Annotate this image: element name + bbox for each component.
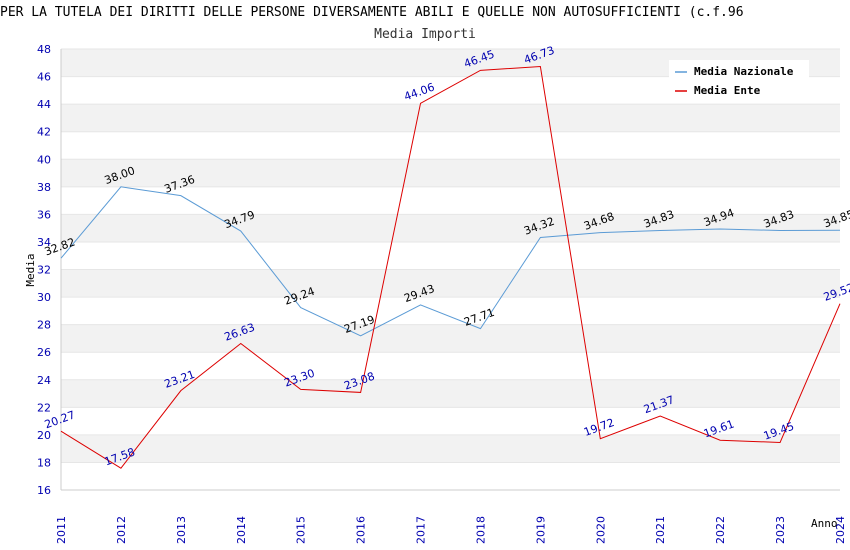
y-tick-label: 48	[37, 43, 51, 56]
x-tick-label: 2017	[415, 516, 428, 544]
x-tick-label: 2013	[175, 516, 188, 544]
grid-band	[61, 297, 840, 325]
grid-band	[61, 159, 840, 187]
legend: Media Nazionale Media Ente	[669, 60, 809, 102]
x-tick-label: 2021	[654, 516, 667, 544]
x-tick-label: 2020	[594, 516, 607, 544]
grid-bands	[60, 48, 840, 491]
grid-band	[61, 379, 840, 408]
chart-title: PER LA TUTELA DEI DIRITTI DELLE PERSONE …	[0, 5, 744, 20]
x-tick-label: 2019	[534, 516, 547, 544]
y-tick-label: 40	[37, 153, 51, 166]
y-tick-label: 32	[37, 264, 51, 277]
grid-band	[61, 131, 840, 160]
y-tick-label: 28	[37, 319, 51, 332]
y-tick-label: 38	[37, 181, 51, 194]
series-line-media-nazionale	[60, 186, 841, 337]
y-tick-label: 18	[37, 456, 51, 469]
x-axis-label: Anno	[811, 517, 838, 530]
series-line-media-ente	[60, 65, 841, 469]
y-axis-label: Media	[24, 253, 37, 286]
x-tick-label: 2011	[55, 516, 68, 544]
x-tick-label: 2023	[774, 516, 787, 544]
x-tick-label: 2015	[295, 516, 308, 544]
y-axis-ticks: 16 18 20 22 24 26 28 30 32 34 36 38 40 42 44 46 48	[37, 43, 51, 497]
x-tick-label: 2018	[474, 516, 487, 544]
y-tick-label: 22	[37, 401, 51, 414]
legend-label-ente: Media Ente	[694, 84, 761, 97]
y-tick-label: 30	[37, 291, 51, 304]
x-axis-ticks: 2011 2012 2013 2014 2015 2016 2017 2018 2019 2020…	[55, 516, 847, 544]
y-tick-label: 26	[37, 346, 51, 359]
y-tick-label: 34	[37, 236, 51, 249]
grid-band	[61, 214, 840, 242]
y-tick-label: 42	[37, 126, 51, 139]
x-tick-label: 2014	[235, 516, 248, 544]
chart-subtitle: Media Importi	[374, 27, 476, 42]
series-lines	[60, 65, 841, 469]
legend-box	[669, 60, 809, 102]
grid-band	[61, 186, 840, 215]
grid-band	[61, 352, 840, 380]
y-tick-label: 44	[37, 98, 51, 111]
grid-band	[61, 462, 840, 490]
x-tick-label: 2012	[115, 516, 128, 544]
y-tick-label: 36	[37, 208, 51, 221]
grid-band	[61, 407, 840, 435]
legend-label-nazionale: Media Nazionale	[694, 65, 794, 78]
grid-band	[61, 104, 840, 132]
x-tick-label: 2024	[834, 516, 847, 544]
grid-band	[61, 269, 840, 298]
grid-band	[61, 324, 840, 353]
y-tick-label: 24	[37, 374, 51, 387]
y-tick-label: 16	[37, 484, 51, 497]
y-tick-label: 20	[37, 429, 51, 442]
grid-band	[61, 241, 840, 270]
y-tick-label: 46	[37, 71, 51, 84]
x-tick-label: 2016	[355, 516, 368, 544]
grid-band	[61, 434, 840, 463]
x-tick-label: 2022	[714, 516, 727, 544]
